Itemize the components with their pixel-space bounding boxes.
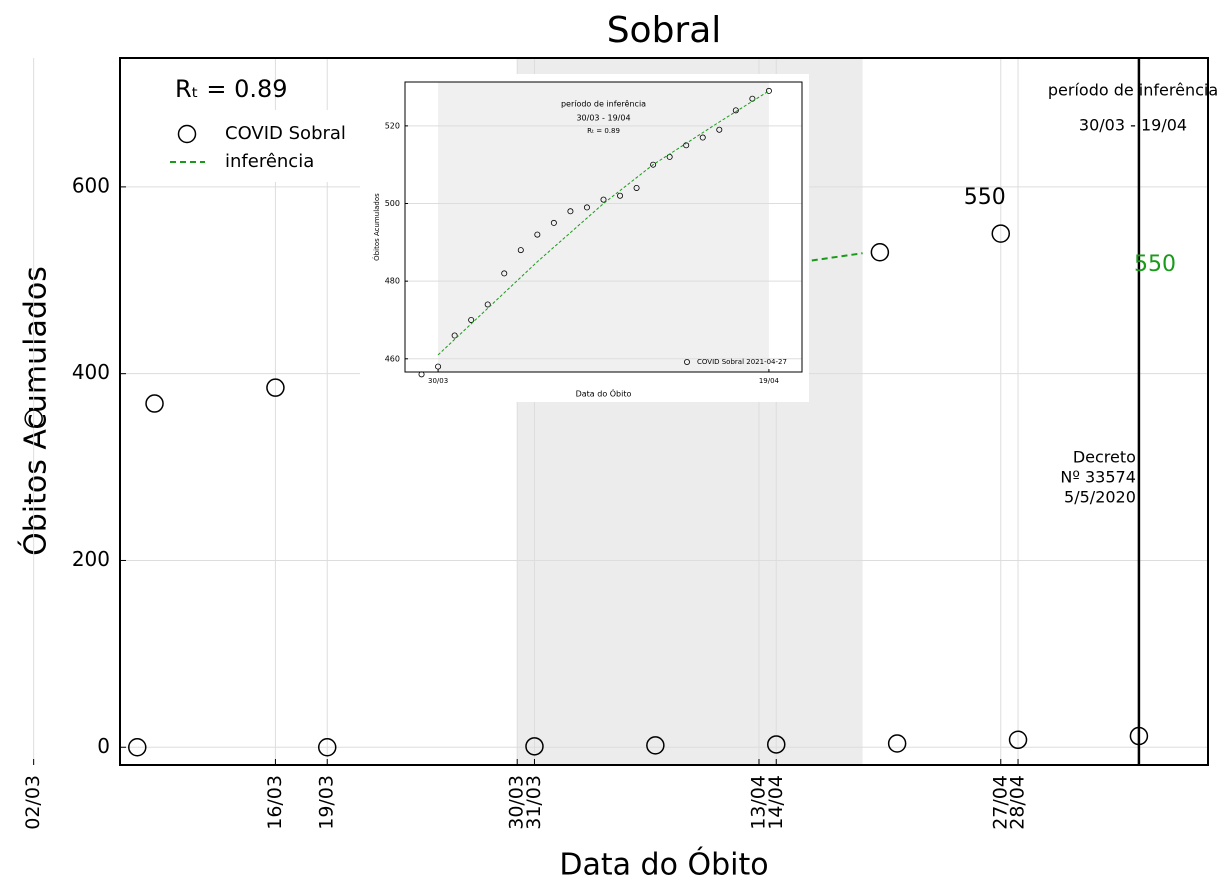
legend-label: COVID Sobral [225,123,346,144]
y-tick-label: 0 [97,734,110,758]
x-tick-label: 13/04 [747,775,769,830]
rt-label: Rₜ = 0.89 [175,75,288,103]
x-tick-label: 30/03 [428,377,448,385]
data-point [650,161,657,168]
data-point [567,208,574,215]
y-tick-label: 460 [385,354,400,363]
legend-box [150,110,365,182]
decree-label: Nº 33574 [1060,468,1136,487]
end-label: 550 [964,185,1006,210]
decree-label: Decreto [1073,448,1136,467]
shade-label: período de inferência [1048,81,1218,100]
shade-sublabel: 30/03 - 19/04 [576,114,630,123]
data-point [870,243,890,262]
data-point [617,192,624,199]
plot-frame [404,81,803,373]
data-point [145,394,164,413]
chart-title: Sobral [607,10,722,51]
y-tick-label: 600 [72,173,110,197]
data-point [600,196,607,203]
data-point [991,224,1011,243]
y-axis-label: Óbitos Acumulados [17,266,54,556]
legend-label: COVID Sobral 2021-04-27 [697,358,787,366]
decree-label: 5/5/2020 [1064,488,1136,507]
data-point [887,734,907,753]
data-point [716,126,723,133]
data-point [732,107,739,114]
shade-sublabel: 30/03 - 19/04 [1079,116,1187,135]
shade-label: período de inferência [561,99,646,109]
x-tick-label: 16/03 [264,775,286,830]
inference-line [437,90,770,356]
data-point [1008,730,1028,750]
data-point [435,363,442,370]
x-tick-label: 27/04 [989,775,1011,830]
legend-marker [684,358,691,365]
y-axis-label: Óbitos Acumulados [372,193,381,261]
y-tick-label: 480 [385,277,400,286]
x-tick-label: 19/03 [316,775,338,830]
data-point [24,409,43,428]
data-point [484,301,491,308]
data-point [1129,726,1149,746]
data-point [266,378,285,397]
data-point [550,219,557,226]
x-axis-label: Data do Óbito [576,388,632,399]
data-point [317,738,337,757]
shade-region [438,82,769,372]
inference-label: 550 [1134,252,1176,277]
x-tick-label: 28/04 [1007,775,1029,830]
data-point [765,87,772,94]
data-point [699,134,706,141]
legend-marker [177,124,197,144]
rt-label: Rₜ = 0.89 [587,127,620,135]
data-point [517,247,524,254]
y-tick-label: 400 [72,360,110,384]
x-tick-label: 31/03 [523,775,545,830]
data-point [128,738,147,757]
legend-label: inferência [225,151,314,172]
data-point [683,142,690,149]
data-point [633,184,640,191]
plot-frame [119,57,1209,766]
data-point [451,332,458,339]
y-tick-label: 520 [385,121,400,130]
data-point [646,736,665,755]
x-tick-label: 02/03 [22,775,44,830]
x-tick-label: 19/04 [759,377,780,385]
data-point [525,737,544,756]
data-point [583,204,590,211]
data-point [534,231,541,238]
data-point [501,270,508,277]
x-tick-label: 14/04 [765,775,787,830]
data-point [767,735,786,754]
data-point [468,316,475,323]
y-tick-label: 500 [385,199,400,208]
y-tick-label: 200 [72,547,110,571]
x-axis-label: Data do Óbito [559,846,768,883]
x-tick-label: 30/03 [506,775,528,830]
